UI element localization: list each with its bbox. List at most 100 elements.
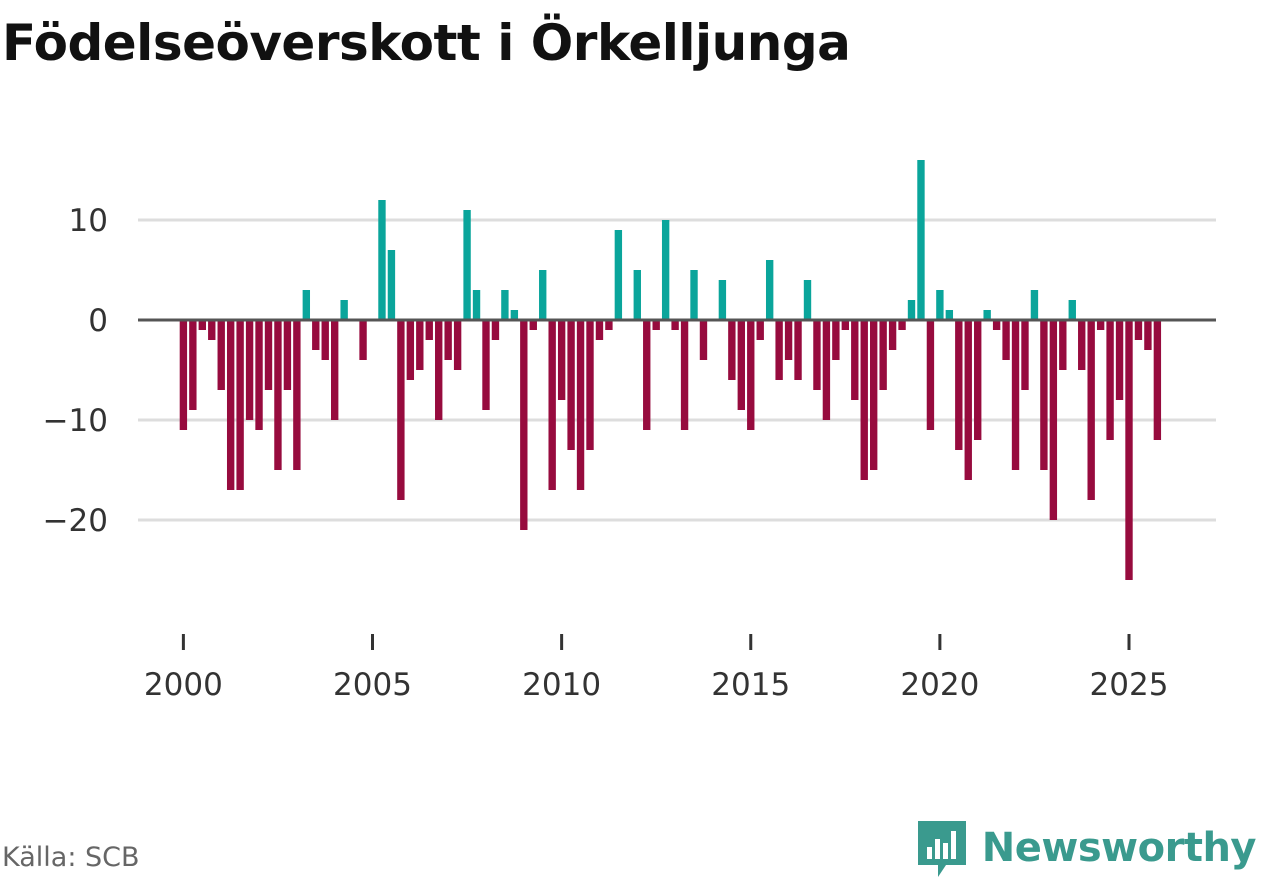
bar (189, 320, 197, 410)
bar (274, 320, 282, 470)
bar (397, 320, 405, 500)
bar (567, 320, 575, 450)
bar (321, 320, 329, 360)
bar (775, 320, 783, 380)
bar (217, 320, 225, 390)
bar (794, 320, 802, 380)
bar (907, 300, 916, 320)
bar (359, 320, 367, 360)
bar (926, 320, 935, 430)
bar (1049, 320, 1058, 520)
bar (539, 270, 547, 320)
x-tick-label: 2000 (144, 667, 223, 703)
bar (529, 320, 537, 330)
bar (614, 230, 623, 320)
bar (661, 220, 670, 320)
bar (283, 320, 292, 390)
bar (340, 300, 348, 320)
grid-lines (138, 218, 1216, 522)
bar (652, 320, 660, 330)
bar (463, 210, 471, 320)
bar (1059, 320, 1067, 370)
bar (870, 320, 878, 470)
x-tick-label: 2020 (900, 667, 979, 703)
bar (302, 290, 311, 320)
y-tick-label: 0 (88, 303, 108, 339)
bar (1011, 320, 1020, 470)
bar (1040, 320, 1048, 470)
bar (226, 320, 235, 490)
bar (822, 320, 831, 420)
y-tick-label: −20 (43, 503, 108, 539)
bar (605, 320, 613, 330)
bar (974, 320, 982, 440)
bar (936, 290, 944, 320)
bar (851, 320, 859, 400)
bar (690, 270, 698, 320)
bar (803, 280, 812, 320)
bar (1078, 320, 1086, 370)
bar (1087, 320, 1095, 500)
bar (765, 260, 774, 320)
bar (813, 320, 821, 390)
bar (955, 320, 963, 450)
bar (756, 320, 764, 340)
bar (680, 320, 689, 430)
bar (1106, 320, 1114, 440)
bar (1021, 320, 1029, 390)
bar (557, 320, 566, 400)
bars (179, 160, 1162, 580)
bar (699, 320, 708, 360)
x-tick-label: 2015 (711, 667, 790, 703)
x-tick-label: 2010 (522, 667, 601, 703)
chart-title: Födelseöverskott i Örkelljunga (2, 14, 851, 72)
bar (179, 320, 188, 430)
bar (501, 290, 509, 320)
bar (416, 320, 424, 370)
bar (510, 310, 519, 320)
x-tick-label: 2005 (333, 667, 412, 703)
bar (548, 320, 556, 490)
bar (1068, 300, 1076, 320)
brand-name: Newsworthy (981, 825, 1257, 871)
bar (595, 320, 604, 340)
bar (1096, 320, 1105, 330)
brand-logo[interactable]: Newsworthy (916, 816, 1257, 880)
bar (992, 320, 1001, 330)
bar (671, 320, 679, 330)
bar (898, 320, 906, 330)
x-axis: 2000 2005 2010 2015 2020 2025 (144, 634, 1169, 703)
bar (860, 320, 868, 480)
bar (255, 320, 263, 430)
bar (293, 320, 301, 470)
y-axis-labels: 10 0 −10 −20 (43, 203, 108, 539)
bar (425, 320, 433, 340)
bar (643, 320, 651, 430)
bar (435, 320, 443, 420)
bar (841, 320, 850, 330)
bar (917, 160, 925, 320)
bar (236, 320, 244, 490)
bar (208, 320, 216, 340)
bar (888, 320, 897, 350)
bar (945, 310, 954, 320)
bar (784, 320, 793, 360)
x-tick-label: 2025 (1090, 667, 1169, 703)
bar (832, 320, 840, 360)
bar (1002, 320, 1010, 360)
bar (387, 250, 396, 320)
bar (737, 320, 745, 410)
bar (482, 320, 490, 410)
bar (983, 310, 991, 320)
bar (576, 320, 585, 490)
bar (879, 320, 887, 390)
bar (964, 320, 972, 480)
y-tick-label: 10 (69, 203, 108, 239)
bar (1115, 320, 1124, 400)
bar (633, 270, 641, 320)
bar (1144, 320, 1152, 350)
bar (406, 320, 415, 380)
bar (264, 320, 273, 390)
bar (1134, 320, 1143, 340)
